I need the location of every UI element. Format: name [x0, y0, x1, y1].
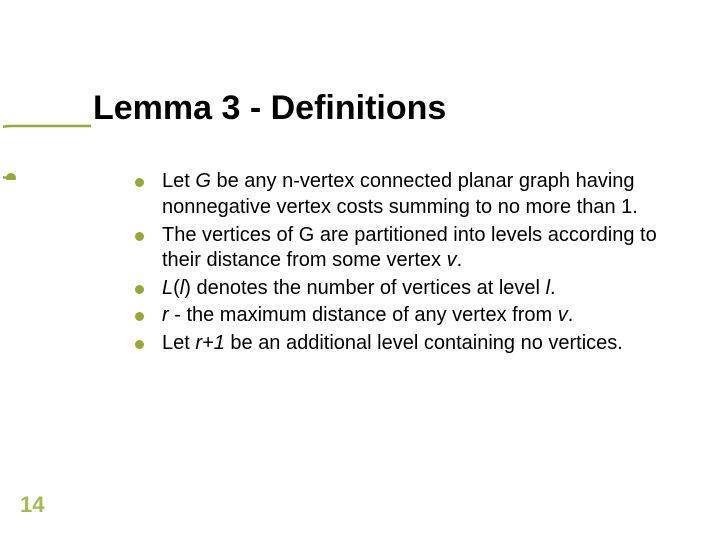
bullet-text: The vertices of G are partitioned into l…	[162, 223, 660, 274]
bullet-item: r - the maximum distance of any vertex f…	[135, 303, 660, 329]
bullet-dot-icon	[135, 178, 144, 187]
bullet-item: Let r+1 be an additional level containin…	[135, 331, 660, 357]
slide: Lemma 3 - Definitions Let G be any n-ver…	[0, 0, 720, 540]
bullet-item: Let G be any n-vertex connected planar g…	[135, 169, 660, 220]
slide-title: Lemma 3 - Definitions	[93, 90, 660, 127]
swoosh-decoration	[3, 124, 93, 180]
bullet-dot-icon	[135, 232, 144, 241]
bullet-text: Let G be any n-vertex connected planar g…	[162, 169, 660, 220]
title-wrap: Lemma 3 - Definitions	[75, 90, 660, 127]
bullet-dot-icon	[135, 312, 144, 321]
bullet-item: The vertices of G are partitioned into l…	[135, 223, 660, 274]
content-area: Let G be any n-vertex connected planar g…	[75, 169, 660, 356]
bullet-text: L(l) denotes the number of vertices at l…	[162, 276, 660, 302]
bullet-dot-icon	[135, 285, 144, 294]
bullet-item: L(l) denotes the number of vertices at l…	[135, 276, 660, 302]
bullet-text: Let r+1 be an additional level containin…	[162, 331, 660, 357]
bullet-dot-icon	[135, 340, 144, 349]
page-number: 14	[20, 492, 44, 518]
bullet-list: Let G be any n-vertex connected planar g…	[135, 169, 660, 356]
bullet-text: r - the maximum distance of any vertex f…	[162, 303, 660, 329]
